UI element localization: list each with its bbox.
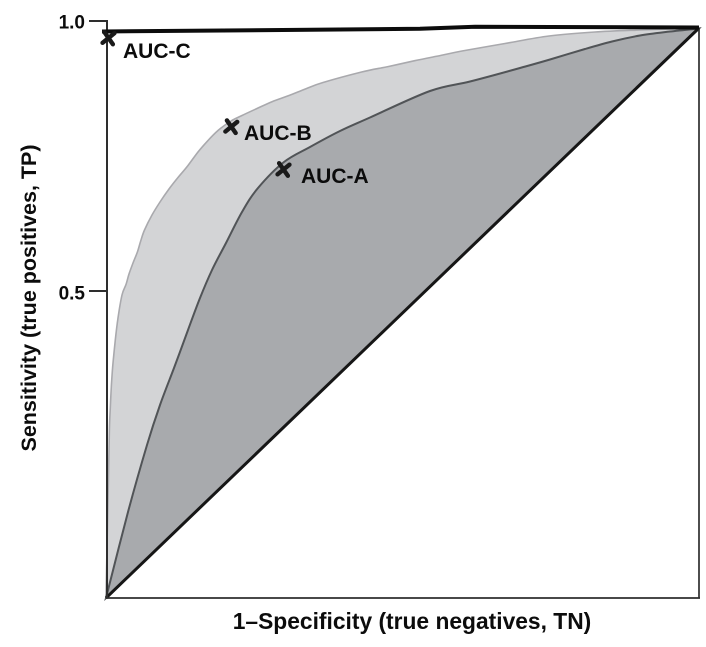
svg-text:AUC-C: AUC-C <box>123 40 191 63</box>
svg-text:Sensitivity (true positives, T: Sensitivity (true positives, TP) <box>17 144 41 451</box>
svg-text:0.5: 0.5 <box>59 284 86 305</box>
svg-text:1.0: 1.0 <box>59 13 85 34</box>
svg-text:AUC-B: AUC-B <box>244 122 312 145</box>
svg-text:1–Specificity (true negatives,: 1–Specificity (true negatives, TN) <box>233 608 592 634</box>
svg-text:AUC-A: AUC-A <box>301 165 369 188</box>
